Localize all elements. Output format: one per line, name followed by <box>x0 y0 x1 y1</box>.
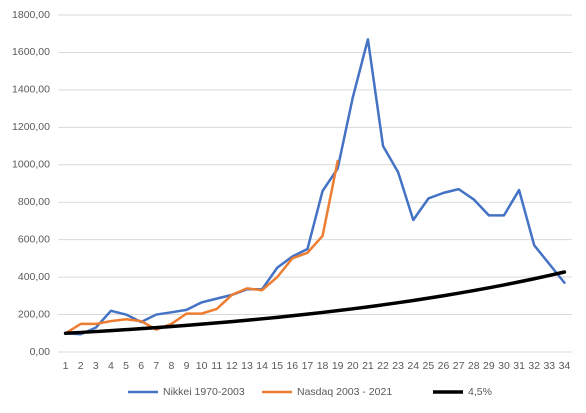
legend-label: 4,5% <box>468 386 492 398</box>
x-tick-label: 1 <box>63 360 69 372</box>
x-tick-label: 17 <box>302 360 314 372</box>
y-tick-label: 1400,00 <box>12 84 50 96</box>
x-tick-label: 18 <box>317 360 329 372</box>
y-tick-label: 1200,00 <box>12 121 50 133</box>
x-tick-label: 31 <box>513 360 525 372</box>
x-tick-label: 27 <box>453 360 465 372</box>
x-tick-label: 28 <box>468 360 480 372</box>
legend-label: Nasdaq 2003 - 2021 <box>297 386 392 398</box>
x-tick-label: 4 <box>108 360 114 372</box>
x-tick-label: 34 <box>559 360 571 372</box>
x-tick-label: 13 <box>241 360 253 372</box>
x-tick-label: 14 <box>256 360 268 372</box>
y-tick-label: 400,00 <box>18 271 50 283</box>
x-tick-label: 22 <box>377 360 389 372</box>
x-tick-label: 29 <box>483 360 495 372</box>
legend-label: Nikkei 1970-2003 <box>163 386 245 398</box>
y-tick-label: 1800,00 <box>12 9 50 21</box>
y-tick-label: 1000,00 <box>12 159 50 171</box>
x-tick-label: 12 <box>226 360 238 372</box>
x-tick-label: 20 <box>347 360 359 372</box>
y-tick-label: 600,00 <box>18 233 50 245</box>
x-tick-label: 24 <box>407 360 419 372</box>
x-tick-label: 6 <box>138 360 144 372</box>
x-tick-label: 26 <box>438 360 450 372</box>
x-tick-label: 5 <box>123 360 129 372</box>
x-tick-label: 7 <box>153 360 159 372</box>
y-tick-label: 200,00 <box>18 308 50 320</box>
y-tick-label: 800,00 <box>18 196 50 208</box>
x-tick-label: 11 <box>211 360 222 372</box>
y-tick-label: 0,00 <box>30 346 51 358</box>
line-series <box>64 38 566 336</box>
x-tick-label: 23 <box>392 360 404 372</box>
x-tick-label: 33 <box>543 360 555 372</box>
x-tick-label: 19 <box>332 360 344 372</box>
x-tick-label: 32 <box>528 360 540 372</box>
x-tick-label: 8 <box>168 360 174 372</box>
x-tick-label: 30 <box>498 360 510 372</box>
x-tick-label: 3 <box>93 360 99 372</box>
x-tick-label: 21 <box>362 360 374 372</box>
line-series <box>63 270 567 336</box>
x-tick-label: 15 <box>271 360 283 372</box>
y-tick-label: 1600,00 <box>12 46 50 58</box>
line-series <box>64 159 339 335</box>
x-tick-label: 2 <box>78 360 84 372</box>
x-tick-label: 16 <box>286 360 298 372</box>
x-tick-label: 9 <box>184 360 190 372</box>
x-tick-label: 10 <box>196 360 208 372</box>
x-tick-label: 25 <box>423 360 435 372</box>
